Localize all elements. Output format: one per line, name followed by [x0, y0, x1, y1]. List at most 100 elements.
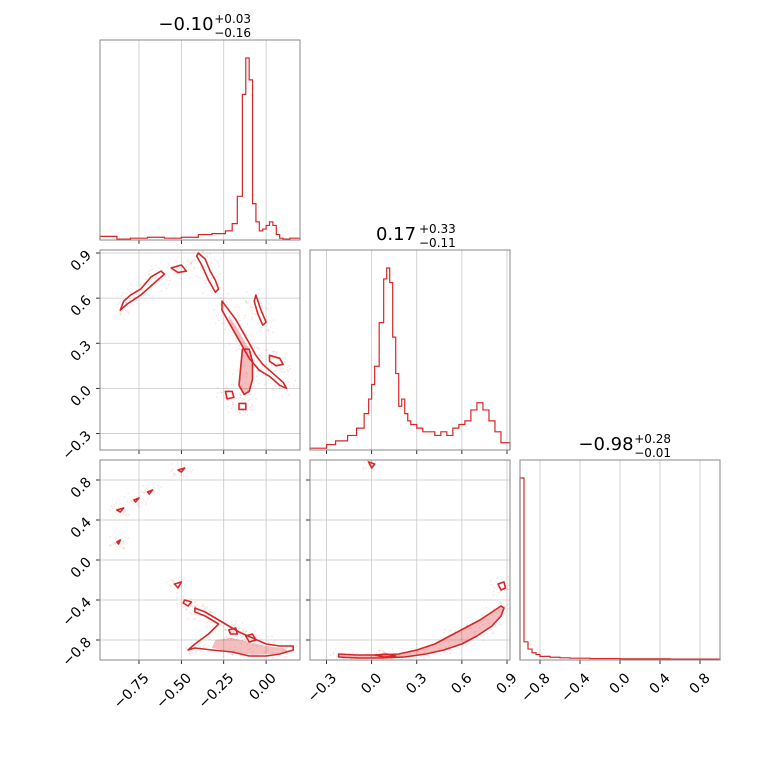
sample-point: [143, 491, 146, 494]
sample-point: [256, 375, 258, 378]
sample-point: [258, 634, 260, 637]
sample-point: [246, 345, 249, 348]
sample-point: [199, 276, 201, 279]
sample-point: [242, 629, 245, 632]
sample-point: [110, 544, 113, 547]
sample-point: [261, 304, 263, 307]
sample-point: [289, 643, 292, 646]
sample-point: [450, 629, 453, 632]
sample-point: [391, 648, 394, 650]
sample-point: [182, 597, 184, 599]
sample-point: [233, 624, 236, 626]
sample-point: [228, 411, 230, 414]
sample-point: [114, 542, 117, 545]
sample-point: [199, 650, 202, 653]
sample-point: [190, 260, 193, 263]
sample-point: [143, 299, 146, 302]
sample-point: [142, 484, 145, 487]
sample-point: [258, 288, 261, 291]
panel-frame: [99, 459, 301, 661]
sample-point: [160, 280, 163, 283]
sample-point: [280, 368, 283, 371]
sample-point: [263, 651, 266, 653]
sample-point: [255, 346, 258, 349]
sample-point: [219, 286, 222, 289]
sample-point: [201, 603, 204, 606]
sample-point: [251, 316, 254, 319]
sample-point: [255, 313, 257, 316]
sample-point: [492, 590, 495, 593]
density-contour: [182, 599, 193, 607]
sample-point: [258, 382, 260, 385]
panel-content: [116, 250, 297, 416]
sample-point: [288, 384, 291, 387]
sample-point: [148, 272, 150, 275]
sample-point: [129, 283, 132, 286]
sample-point: [204, 606, 206, 609]
sample-point: [254, 635, 257, 638]
sample-point: [124, 536, 127, 539]
sample-point: [179, 474, 182, 477]
sample-point: [128, 299, 131, 302]
sample-point: [378, 650, 381, 653]
sample-point: [247, 346, 249, 348]
sample-point: [257, 348, 259, 351]
sample-point: [145, 503, 147, 506]
sample-point: [288, 364, 291, 367]
sample-point: [241, 385, 244, 387]
sample-point: [172, 582, 175, 584]
sample-point: [194, 601, 197, 603]
sample-point: [211, 611, 214, 614]
histogram-step-1: [309, 267, 511, 450]
sample-point: [255, 634, 258, 637]
sample-point: [492, 607, 495, 610]
sample-point: [183, 464, 186, 466]
sample-point: [218, 318, 221, 320]
sample-point: [427, 654, 430, 657]
sample-point: [220, 391, 223, 394]
sample-point: [194, 605, 197, 608]
sample-point: [210, 261, 213, 264]
sample-point: [235, 349, 238, 352]
sample-point: [503, 605, 506, 608]
sample-point: [176, 462, 179, 464]
sample-point: [383, 651, 386, 654]
sample-point: [260, 638, 263, 641]
x-tick-label: 0.3: [403, 670, 430, 697]
sample-point: [267, 303, 270, 305]
sample-point: [115, 507, 118, 510]
sample-point: [246, 334, 249, 337]
sample-point: [155, 276, 158, 279]
sample-point: [131, 497, 134, 500]
sample-point: [203, 609, 206, 612]
sample-point: [222, 652, 225, 654]
sample-point: [478, 622, 481, 624]
sample-point: [373, 650, 376, 653]
sample-point: [271, 331, 274, 334]
sample-point: [168, 280, 171, 282]
sample-point: [250, 408, 253, 411]
sample-point: [378, 649, 381, 652]
sample-point: [178, 267, 181, 269]
sample-point: [125, 514, 127, 516]
sample-point: [230, 323, 233, 326]
sample-point: [224, 629, 227, 632]
sample-point: [192, 613, 195, 616]
sample-point: [194, 652, 197, 654]
sample-point: [466, 623, 469, 626]
sample-point: [273, 319, 275, 321]
sample-point: [257, 309, 260, 312]
sample-point: [161, 268, 164, 271]
sample-point: [227, 389, 230, 391]
sample-point: [263, 383, 266, 386]
sample-point: [239, 650, 242, 653]
sample-point: [221, 322, 224, 325]
sample-point: [238, 348, 241, 351]
sample-point: [238, 307, 241, 310]
sample-point: [179, 603, 182, 606]
sample-point: [154, 264, 157, 267]
sample-point: [145, 501, 148, 503]
sample-point: [505, 588, 508, 591]
sample-point: [184, 577, 186, 580]
sample-point: [409, 652, 411, 655]
